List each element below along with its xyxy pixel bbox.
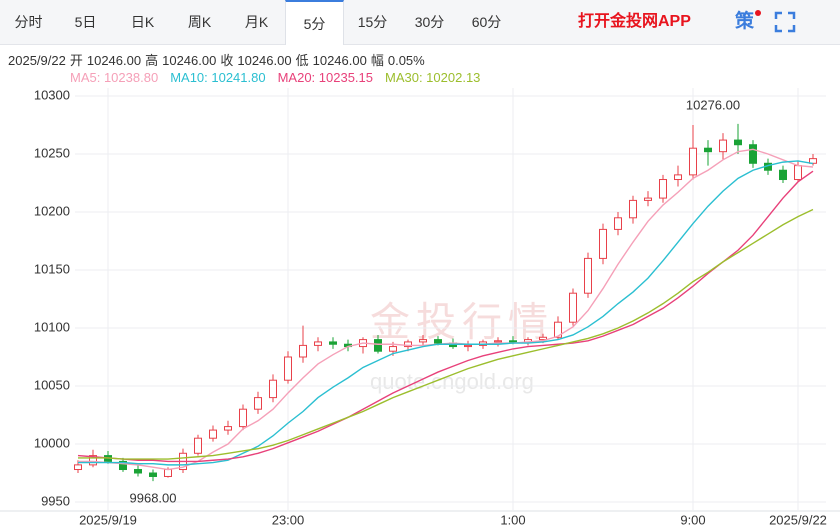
ma-line xyxy=(77,170,814,463)
info-line: 2025/9/22 开 10246.00 高 10246.00 收 10246.00 低 102… xyxy=(8,50,429,69)
tab[interactable]: 30分 xyxy=(414,14,445,30)
candle-body xyxy=(284,356,292,381)
candle-body xyxy=(89,455,97,466)
strategy-icon[interactable]: 策 xyxy=(735,11,755,32)
candle-body xyxy=(209,429,217,439)
candle-body xyxy=(254,397,262,410)
legend-entry: MA20: 10235.15 xyxy=(277,70,373,85)
x-tick-label: 2025/9/19 xyxy=(79,512,137,527)
info-value: 10246.00 xyxy=(86,53,142,68)
y-tick-label: 10100 xyxy=(34,319,70,334)
badge-dot xyxy=(755,10,761,16)
info-value: 10246.00 xyxy=(162,53,217,68)
candle-body xyxy=(314,341,322,346)
tab[interactable]: 周K xyxy=(187,14,212,30)
candle-body xyxy=(584,257,592,294)
candle-body xyxy=(74,464,82,471)
info-value: 10246.00 xyxy=(237,53,292,68)
candle-body xyxy=(794,165,802,181)
candle-body xyxy=(689,147,697,176)
candle-body xyxy=(704,147,712,153)
legend: MA5: 10238.80 MA10: 10241.80 MA20: 10235.1… xyxy=(70,70,492,85)
candle-body xyxy=(569,292,577,323)
candle-body xyxy=(464,344,472,348)
legend-entry: MA10: 10241.80 xyxy=(170,70,266,85)
candle-body xyxy=(389,346,397,352)
tab[interactable]: 60分 xyxy=(471,14,502,30)
candle-body xyxy=(329,341,337,345)
x-tick-label: 23:00 xyxy=(272,512,305,527)
y-tick-label: 10150 xyxy=(34,261,70,276)
candle-body xyxy=(149,472,157,477)
candle-body xyxy=(674,174,682,181)
fullscreen-icon[interactable] xyxy=(774,11,796,33)
candle-body xyxy=(134,469,142,474)
tab[interactable]: 5分 xyxy=(285,0,344,45)
info-label: 低 xyxy=(295,53,309,68)
info-value: 10246.00 xyxy=(312,53,367,68)
tab[interactable]: 5日 xyxy=(74,14,97,30)
legend-entry: MA5: 10238.80 xyxy=(70,70,159,85)
candle-body xyxy=(629,199,637,219)
ma-line xyxy=(78,208,814,460)
y-tick-label: 9950 xyxy=(41,493,70,508)
candle-body xyxy=(779,169,787,181)
candle-body xyxy=(194,437,202,454)
tab[interactable]: 分时 xyxy=(14,14,43,30)
info-label: 幅 xyxy=(370,53,384,68)
candle-body xyxy=(224,426,232,431)
candle-body xyxy=(419,339,427,343)
candle-body xyxy=(614,217,622,230)
info-label: 开 xyxy=(69,53,83,68)
candle-body xyxy=(554,321,562,338)
app-link[interactable]: 打开金投网APP xyxy=(578,13,691,30)
y-tick-label: 10250 xyxy=(34,145,70,160)
candle-body xyxy=(164,469,172,477)
legend-entry: MA30: 10202.13 xyxy=(385,70,481,85)
x-tick-label: 9:00 xyxy=(680,512,705,527)
candle-body xyxy=(734,139,742,146)
candle-body xyxy=(719,139,727,153)
annotation: 9968.00 xyxy=(130,491,177,506)
candle-body xyxy=(269,379,277,399)
candle-body xyxy=(434,339,442,344)
candle-body xyxy=(299,344,307,358)
y-tick-label: 10000 xyxy=(34,435,70,450)
watermark: quote.cngold.org xyxy=(370,369,534,394)
candle-body xyxy=(404,341,412,348)
candle-body xyxy=(119,460,127,471)
tab[interactable]: 15分 xyxy=(357,14,388,30)
candle-body xyxy=(374,339,382,352)
tab[interactable]: 月K xyxy=(244,14,269,30)
ma-line xyxy=(78,160,814,466)
candle-body xyxy=(539,336,547,341)
candle-body xyxy=(659,179,667,199)
annotation: 10276.00 xyxy=(686,97,740,112)
info-value: 0.05% xyxy=(387,53,425,68)
candle-body xyxy=(509,340,517,343)
candle-body xyxy=(239,408,247,428)
info-label: 收 xyxy=(220,53,234,68)
x-tick-label: 1:00 xyxy=(500,512,525,527)
y-tick-label: 10200 xyxy=(34,203,70,218)
tab-bar: 分时 5日 日K 周K 月K 5分 15分 30分 60分 xyxy=(0,0,840,45)
tab[interactable]: 日K xyxy=(130,14,155,30)
candle-body xyxy=(644,197,652,201)
y-tick-label: 10300 xyxy=(34,87,70,102)
y-tick-label: 10050 xyxy=(34,377,70,392)
info-label: 高 xyxy=(145,53,159,68)
candle-body xyxy=(494,340,502,343)
info-date: 2025/9/22 xyxy=(8,53,66,68)
candle-body xyxy=(599,228,607,259)
candle-body xyxy=(749,144,757,164)
watermark: 金投行情 xyxy=(370,301,554,345)
x-tick-label: 2025/9/22 xyxy=(769,512,827,527)
